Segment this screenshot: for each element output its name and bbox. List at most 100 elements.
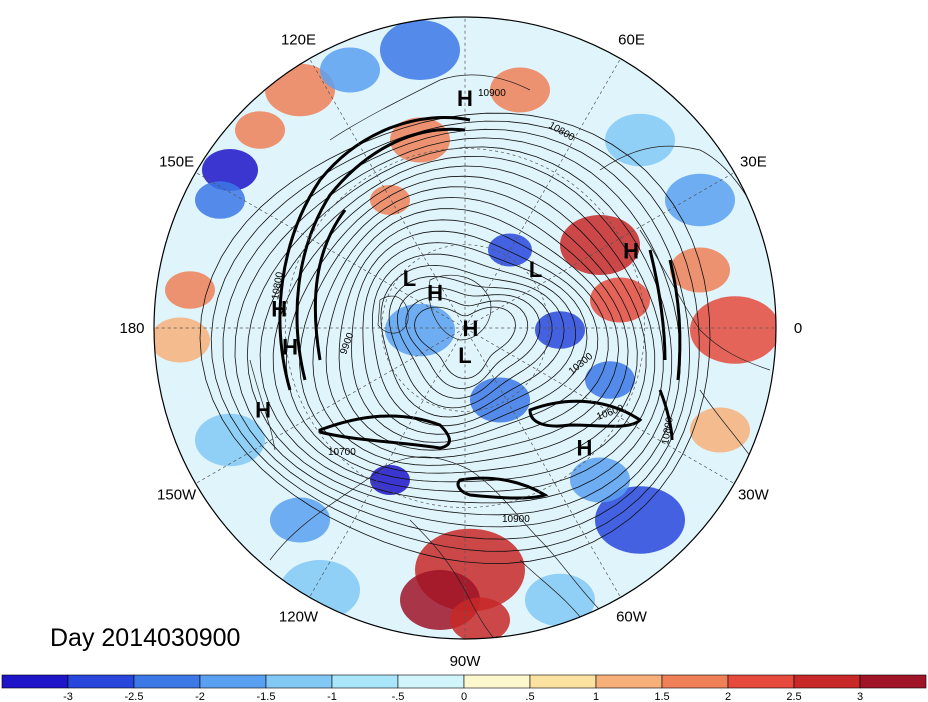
height-contour	[338, 219, 609, 451]
colorbar-swatch	[463, 674, 531, 689]
high-pressure-marker: H	[427, 280, 443, 305]
height-contour	[380, 264, 565, 418]
contour-label: 10900	[478, 88, 506, 99]
low-pressure-marker: L	[458, 343, 471, 368]
height-contour	[246, 146, 673, 516]
height-contour	[234, 137, 681, 528]
anomaly-patch	[270, 497, 330, 543]
anomaly-patch	[370, 185, 410, 215]
colorbar-tick-label: -.5	[392, 691, 405, 702]
colorbar-tick-label: -1	[327, 691, 337, 702]
colorbar-swatch	[67, 674, 135, 689]
height-contour	[222, 128, 691, 540]
colorbar	[1, 674, 927, 689]
day-label: Day 2014030900	[50, 624, 240, 652]
colorbar-tick-label: .5	[525, 691, 534, 702]
anomaly-patch	[154, 317, 210, 363]
colorbar-swatch	[793, 674, 861, 689]
anomaly-patch	[595, 486, 685, 554]
low-pressure-marker: L	[529, 257, 542, 282]
anomaly-patch	[320, 47, 380, 93]
low-pressure-marker: L	[403, 266, 416, 291]
high-pressure-marker: H	[457, 86, 473, 111]
anomaly-patch	[490, 67, 550, 113]
anomaly-patch	[380, 20, 460, 80]
colorbar-tick-labels: -3 -2.5 -2 -1.5 -1 -.5 0 .5 1 1.5 2 2.5 3	[63, 691, 863, 702]
colorbar-tick-label: 0	[461, 691, 467, 702]
coastlines	[249, 74, 771, 639]
anomaly-patch	[385, 303, 455, 357]
longitude-label: 30E	[740, 154, 767, 171]
colorbar-swatch	[133, 674, 201, 689]
anomaly-patch	[570, 457, 630, 503]
colorbar-swatch	[265, 674, 333, 689]
height-contour	[414, 306, 516, 379]
colorbar-swatch	[397, 674, 465, 689]
anomaly-patch	[605, 113, 675, 167]
anomaly-patch	[202, 149, 258, 191]
colorbar-tick-label: -2	[195, 691, 205, 702]
contour-label: 10800	[270, 271, 286, 301]
map-boundary	[153, 16, 777, 640]
longitude-label: 60E	[618, 32, 645, 49]
contour-label: 10800	[660, 416, 676, 446]
height-contour	[285, 175, 647, 483]
anomaly-patch	[535, 311, 585, 349]
longitude-label: 90W	[450, 653, 482, 670]
height-contour	[210, 120, 700, 552]
colorbar-tick-label: 2.5	[786, 691, 801, 702]
longitude-label: 180	[119, 320, 144, 337]
high-pressure-marker: H	[282, 334, 298, 359]
height-contour	[351, 230, 599, 443]
colorbar-swatch	[859, 674, 927, 689]
contour-label: 10900	[502, 514, 530, 525]
anomaly-patch	[670, 247, 730, 293]
longitude-label: 0	[794, 320, 802, 337]
high-pressure-marker: H	[255, 398, 271, 423]
anomaly-patch	[585, 361, 635, 399]
longitude-label: 120E	[281, 32, 316, 49]
height-contours	[199, 112, 711, 564]
colorbar-swatch	[727, 674, 795, 689]
anomaly-patch	[165, 271, 215, 309]
height-contour	[272, 165, 656, 493]
colorbar-tick-label: 3	[857, 691, 863, 702]
anomaly-patch	[525, 573, 595, 627]
contour-label: 10700	[328, 447, 356, 458]
colorbar-swatch	[331, 674, 399, 689]
colorbar-tick-label: -2.5	[125, 691, 144, 702]
anomaly-field	[154, 17, 776, 639]
high-pressure-marker: H	[623, 239, 639, 264]
height-contour	[371, 253, 576, 427]
anomaly-patch	[450, 597, 510, 639]
longitude-label: 120W	[279, 608, 319, 625]
anomaly-patch	[235, 111, 285, 149]
colorbar-swatch	[595, 674, 663, 689]
colorbar-tick-label: 1.5	[654, 691, 669, 702]
anomaly-patch	[265, 63, 335, 117]
longitude-label: 150W	[157, 487, 197, 504]
longitude-label: 30W	[738, 487, 770, 504]
anomaly-patch	[370, 465, 410, 495]
high-pressure-marker: H	[271, 296, 287, 321]
height-contour	[396, 286, 541, 399]
colorbar-tick-label: 2	[725, 691, 731, 702]
colorbar-tick-label: -3	[63, 691, 73, 702]
colorbar-swatch	[661, 674, 729, 689]
height-contour	[199, 112, 711, 564]
anomaly-patch	[665, 173, 735, 227]
high-pressure-marker: H	[576, 435, 592, 460]
anomaly-patch	[470, 377, 530, 423]
anomaly-patch	[690, 296, 776, 364]
height-contour	[388, 275, 553, 409]
colorbar-tick-label: -1.5	[257, 691, 276, 702]
anomaly-patch	[690, 407, 750, 453]
height-contour	[299, 186, 638, 474]
height-contour	[259, 155, 664, 504]
colorbar-swatch	[529, 674, 597, 689]
graticule	[154, 17, 776, 639]
anomaly-patches	[154, 20, 776, 639]
colorbar-tick-label: 1	[593, 691, 599, 702]
